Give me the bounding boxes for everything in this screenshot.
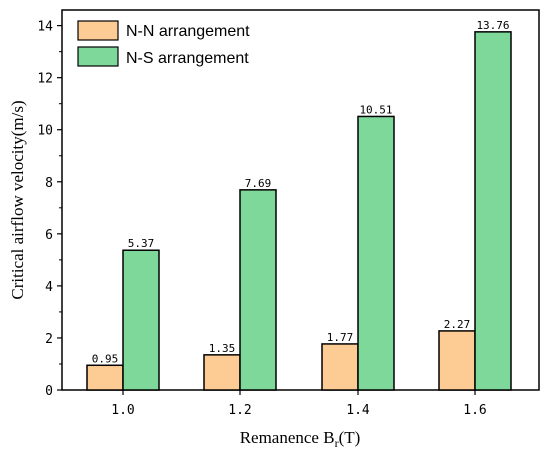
x-axis: 1.0 1.2 1.4 1.6 (111, 390, 487, 418)
bar-n-n (86, 364, 124, 391)
data-label: 0.95 (92, 352, 119, 365)
data-label: 10.51 (359, 103, 392, 116)
bar-n-s (239, 189, 277, 391)
x-axis-label: Remanence Br(T) (240, 428, 361, 450)
data-label: 7.69 (245, 177, 272, 190)
bar-n-n (203, 354, 241, 391)
x-tick-label: 1.6 (463, 403, 486, 418)
legend-label-n-n: N-N arrangement (126, 23, 250, 40)
data-label: 1.35 (209, 342, 236, 355)
y-tick-label: 14 (37, 20, 53, 35)
y-tick-label: 10 (37, 124, 53, 139)
bar-n-n (321, 343, 359, 391)
legend-swatch-n-s (77, 46, 119, 67)
legend-label-n-s: N-S arrangement (126, 50, 249, 67)
y-tick-label: 0 (45, 384, 53, 399)
x-tick-label: 1.4 (346, 403, 370, 418)
x-tick-label: 1.0 (111, 403, 134, 418)
bar-n-n (438, 330, 476, 391)
data-label: 5.37 (128, 237, 155, 250)
legend-swatch-n-n (77, 20, 119, 41)
y-tick-label: 2 (45, 332, 53, 347)
y-tick-label: 12 (37, 72, 53, 87)
data-label: 2.27 (444, 318, 471, 331)
y-axis: 0 2 4 6 8 10 12 14 (37, 20, 62, 399)
y-axis-label: Critical airflow velocity(m/s) (8, 100, 27, 299)
bars (86, 31, 512, 391)
bar-n-s (474, 31, 512, 391)
data-labels: 0.95 5.37 1.35 7.69 1.77 10.51 2.27 13.76 (92, 19, 510, 365)
plot-area (61, 9, 540, 391)
y-tick-label: 6 (45, 228, 53, 243)
y-tick-label: 4 (45, 280, 53, 295)
legend: N-N arrangement N-S arrangement (77, 20, 250, 67)
data-label: 13.76 (476, 19, 509, 32)
x-tick-label: 1.2 (228, 403, 251, 418)
data-label: 1.77 (327, 331, 354, 344)
y-tick-label: 8 (45, 176, 53, 191)
bar-n-s (122, 249, 160, 391)
bar-n-s (357, 115, 395, 391)
